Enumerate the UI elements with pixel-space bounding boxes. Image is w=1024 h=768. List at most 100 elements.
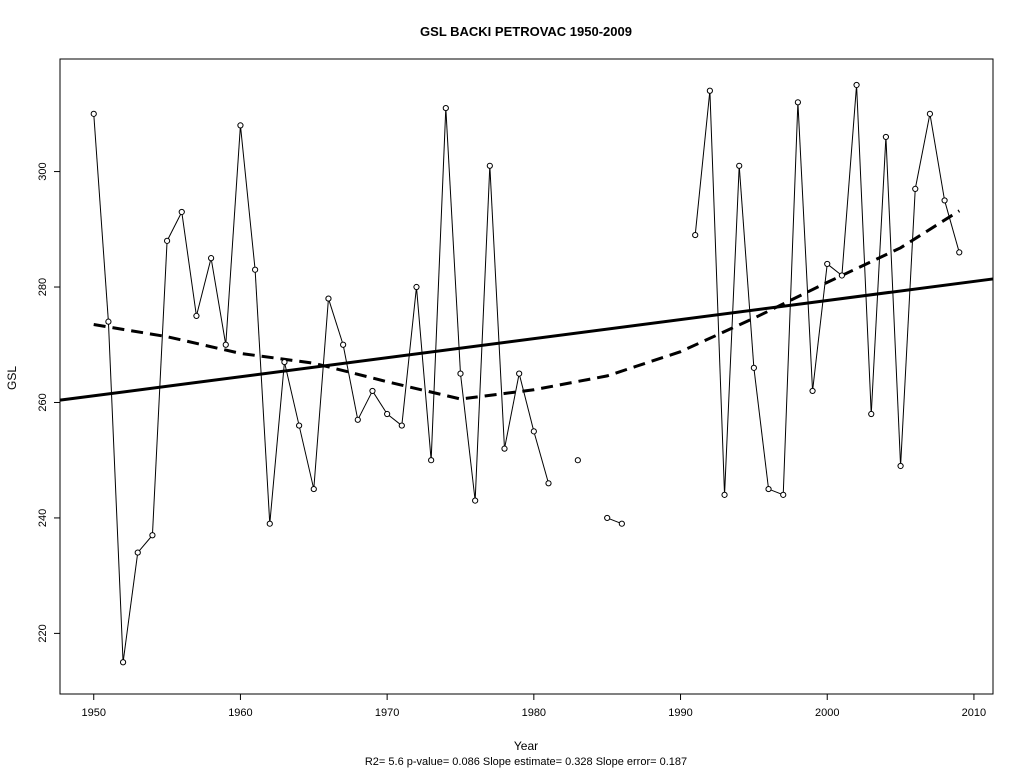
data-segment (944, 200, 960, 253)
data-point (618, 520, 625, 527)
data-segment (826, 263, 843, 276)
data-segment (445, 108, 461, 374)
data-segment (195, 258, 212, 317)
data-point (926, 110, 934, 117)
x-tick-label: 1950 (81, 707, 105, 719)
data-segment (386, 413, 403, 426)
data-segment (415, 286, 432, 461)
data-point (912, 185, 919, 192)
data-point (692, 231, 699, 239)
data-segment (870, 136, 887, 415)
x-tick-label: 1970 (375, 707, 399, 719)
data-point (706, 87, 713, 94)
y-axis: 220 240 260 280 300 (37, 162, 60, 643)
data-point (310, 485, 317, 493)
data-segment (474, 165, 491, 501)
data-segment (914, 113, 931, 189)
data-point (457, 370, 464, 377)
data-segment (181, 211, 197, 316)
data-segment (856, 84, 872, 415)
data-point (956, 249, 963, 256)
data-segment (401, 286, 417, 426)
data-segment (797, 102, 814, 391)
data-point (486, 162, 493, 169)
data-point (868, 410, 875, 418)
data-segment (107, 321, 124, 663)
data-segment (225, 125, 241, 345)
data-point (413, 283, 420, 291)
y-tick-label: 240 (37, 509, 49, 527)
data-segment (254, 269, 271, 524)
data-point (750, 364, 757, 371)
data-point (472, 497, 479, 504)
data-segment (151, 240, 168, 536)
data-segment (166, 211, 183, 242)
data-point (442, 104, 449, 112)
data-series-points (90, 81, 963, 666)
data-point (163, 237, 171, 244)
data-segment (210, 258, 227, 345)
data-point (369, 387, 376, 395)
data-point (530, 428, 537, 435)
data-point (134, 549, 141, 556)
x-tick-label: 2000 (815, 707, 839, 719)
data-point (222, 341, 229, 348)
data-point (516, 370, 523, 377)
data-segment (93, 113, 109, 322)
data-point (794, 99, 801, 106)
data-point (105, 318, 112, 325)
chart-title: GSL BACKI PETROVAC 1950-2009 (420, 24, 632, 39)
data-point (897, 462, 904, 470)
data-point (545, 480, 552, 487)
data-segment (724, 165, 740, 495)
data-segment (283, 361, 300, 426)
data-segment (518, 373, 535, 432)
y-tick-label: 300 (37, 162, 49, 180)
data-segment (239, 125, 256, 270)
x-axis: 1950 1960 1970 1980 1990 2000 2010 (81, 694, 986, 719)
data-point (398, 422, 405, 429)
data-point (266, 520, 273, 527)
data-segment (342, 344, 359, 420)
data-segment (753, 367, 770, 490)
linear-trend-segment (59, 277, 994, 402)
data-point (178, 208, 185, 216)
data-point (780, 491, 787, 498)
data-segment (738, 165, 755, 368)
data-point (119, 659, 127, 666)
data-point (721, 491, 728, 498)
linear-trend-line (59, 277, 994, 402)
data-point (428, 457, 435, 464)
data-point (193, 312, 200, 319)
x-tick-label: 1990 (668, 707, 692, 719)
data-segment (782, 102, 799, 495)
data-point (838, 272, 846, 279)
data-point (237, 122, 244, 129)
data-point (207, 255, 215, 262)
data-segment (900, 188, 916, 467)
data-point (882, 133, 890, 141)
data-segment (533, 431, 549, 484)
data-segment (327, 298, 344, 345)
y-axis-title: GSL (5, 366, 19, 390)
data-segment (430, 108, 447, 461)
y-tick-label: 280 (37, 278, 49, 296)
data-point (325, 295, 332, 302)
smoothed-trend-line (93, 209, 961, 401)
data-point (941, 197, 948, 204)
data-point (90, 110, 97, 117)
data-segment (812, 263, 828, 391)
data-segment (137, 534, 153, 553)
data-point (340, 341, 347, 348)
data-point (604, 514, 611, 522)
data-segment (313, 298, 329, 490)
data-segment (459, 373, 476, 501)
x-axis-title: Year (514, 739, 538, 753)
x-tick-label: 1960 (228, 707, 252, 719)
data-segment (709, 90, 726, 495)
data-point (736, 162, 743, 169)
plot-frame (59, 58, 994, 695)
data-point (252, 266, 259, 273)
data-point (281, 358, 288, 366)
data-segment (929, 113, 946, 201)
